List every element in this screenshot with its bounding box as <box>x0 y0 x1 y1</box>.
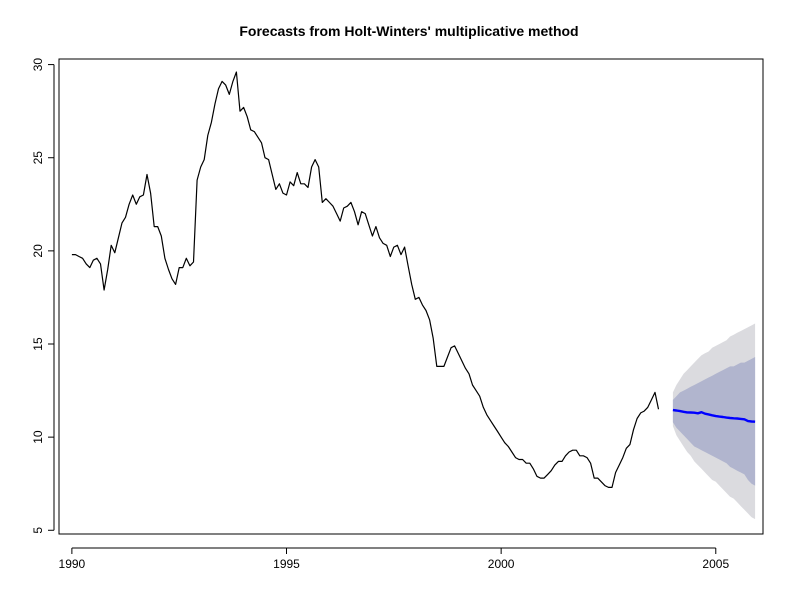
x-tick-label: 2005 <box>702 557 729 571</box>
y-axis: 5 10 15 20 25 30 <box>31 58 55 534</box>
interval-80-band <box>672 357 756 486</box>
series-layer <box>71 71 756 488</box>
y-tick-label: 10 <box>31 430 45 444</box>
y-tick-label: 30 <box>31 58 45 72</box>
x-axis: 1990 1995 2000 2005 <box>59 547 729 571</box>
chart-title: Forecasts from Holt-Winters' multiplicat… <box>239 23 578 39</box>
forecast-mean-line <box>672 408 756 423</box>
x-tick-label: 2000 <box>488 557 515 571</box>
interval-80-band-layer <box>672 357 756 486</box>
y-tick-label: 20 <box>31 244 45 258</box>
x-tick-label: 1990 <box>59 557 86 571</box>
y-tick-label: 5 <box>31 527 45 534</box>
y-tick-label: 25 <box>31 151 45 165</box>
x-tick-label: 1995 <box>273 557 300 571</box>
plot-frame <box>58 58 764 535</box>
y-tick-label: 15 <box>31 337 45 351</box>
observed-series-line <box>71 71 660 488</box>
